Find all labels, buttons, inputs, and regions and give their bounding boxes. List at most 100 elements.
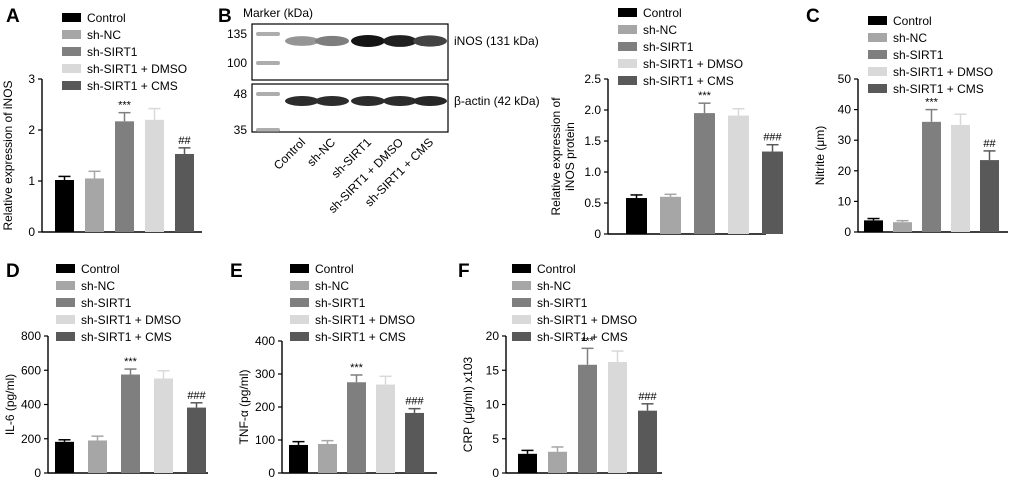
legend-label-E-1: sh-NC xyxy=(315,279,349,293)
y-axis-title-B-0: Relative expression of xyxy=(549,97,563,216)
legend-label-F-1: sh-NC xyxy=(537,279,571,293)
blot-ladder-band-bottom-1 xyxy=(256,128,280,132)
blot-band-label-bottom: β-actin (42 kDa) xyxy=(454,94,540,108)
panel-letter-E: E xyxy=(230,261,243,282)
y-tick-label-F-2: 10 xyxy=(486,398,500,412)
legend-swatch-D-1 xyxy=(56,281,75,290)
significance-D-4: ### xyxy=(187,390,206,402)
legend-swatch-F-3 xyxy=(512,315,531,324)
bar-C-4 xyxy=(980,160,999,232)
bar-D-4 xyxy=(187,407,206,473)
y-tick-label-A-0: 0 xyxy=(28,225,35,239)
legend-label-B-0: Control xyxy=(643,6,682,20)
blot-marker-bottom-0: 48 xyxy=(234,87,248,101)
significance-B-4: ### xyxy=(763,132,782,144)
legend-swatch-D-2 xyxy=(56,298,75,307)
panel-letter-F: F xyxy=(458,261,470,282)
bar-C-0 xyxy=(864,220,883,232)
legend-label-F-0: Control xyxy=(537,262,576,276)
y-tick-label-B-3: 1.5 xyxy=(584,134,601,148)
bar-A-4 xyxy=(175,153,194,232)
legend-swatch-A-3 xyxy=(62,64,81,73)
bar-E-0 xyxy=(289,444,308,473)
legend-label-C-1: sh-NC xyxy=(893,31,927,45)
y-tick-label-A-2: 2 xyxy=(28,123,35,137)
blot-band-top-3 xyxy=(383,35,417,47)
blot-band-label-top: iNOS (131 kDa) xyxy=(454,34,539,48)
legend-swatch-D-3 xyxy=(56,315,75,324)
legend-label-B-4: sh-SIRT1 + CMS xyxy=(643,74,734,88)
legend-label-B-3: sh-SIRT1 + DMSO xyxy=(643,57,743,71)
significance-F-2: *** xyxy=(581,335,595,347)
y-tick-label-F-4: 20 xyxy=(486,329,500,343)
legend-swatch-A-4 xyxy=(62,81,81,90)
bar-D-0 xyxy=(55,441,74,473)
legend-label-E-4: sh-SIRT1 + CMS xyxy=(315,330,406,344)
y-tick-label-D-0: 0 xyxy=(34,466,41,480)
bar-B-0 xyxy=(626,198,647,234)
y-axis-title-E: TNF-α (pg/ml) xyxy=(237,370,251,445)
y-tick-label-E-1: 100 xyxy=(255,433,275,447)
legend-label-A-4: sh-SIRT1 + CMS xyxy=(87,79,178,93)
bar-A-3 xyxy=(145,119,164,232)
significance-D-2: *** xyxy=(124,356,138,368)
bar-C-3 xyxy=(951,124,970,232)
blot-frame-bottom xyxy=(251,83,449,133)
y-tick-label-E-4: 400 xyxy=(255,334,275,348)
legend-swatch-E-1 xyxy=(290,281,309,290)
legend-swatch-D-0 xyxy=(56,264,75,273)
y-axis-title-D: IL-6 (pg/ml) xyxy=(3,374,17,435)
significance-E-4: ### xyxy=(405,396,424,408)
bar-E-2 xyxy=(347,382,366,473)
panel-letter-B: B xyxy=(218,6,232,27)
blot-band-bottom-3 xyxy=(383,96,417,106)
y-tick-label-E-0: 0 xyxy=(268,466,275,480)
y-tick-label-C-0: 0 xyxy=(844,225,851,239)
blot-band-bottom-2 xyxy=(351,96,385,106)
legend-label-A-3: sh-SIRT1 + DMSO xyxy=(87,62,187,76)
legend-swatch-C-2 xyxy=(868,50,887,59)
legend-label-A-0: Control xyxy=(87,11,126,25)
legend-label-A-2: sh-SIRT1 xyxy=(87,45,138,59)
y-tick-label-E-3: 300 xyxy=(255,367,275,381)
y-tick-label-B-1: 0.5 xyxy=(584,196,601,210)
legend-swatch-B-4 xyxy=(618,76,637,85)
y-tick-label-B-5: 2.5 xyxy=(584,72,601,86)
significance-A-4: ## xyxy=(178,135,191,147)
legend-swatch-C-0 xyxy=(868,16,887,25)
blot-ladder-band-top-1 xyxy=(256,61,280,65)
legend-label-E-0: Control xyxy=(315,262,354,276)
legend-label-B-1: sh-NC xyxy=(643,23,677,37)
legend-swatch-A-1 xyxy=(62,30,81,39)
y-tick-label-B-2: 1.0 xyxy=(584,165,601,179)
y-tick-label-D-1: 200 xyxy=(21,432,41,446)
blot-ladder-band-top-0 xyxy=(256,32,280,36)
bar-F-1 xyxy=(548,451,567,473)
significance-C-4: ## xyxy=(983,138,996,150)
legend-label-C-4: sh-SIRT1 + CMS xyxy=(893,82,984,96)
blot-marker-label: Marker (kDa) xyxy=(243,6,313,20)
legend-label-D-1: sh-NC xyxy=(81,279,115,293)
legend-swatch-A-0 xyxy=(62,13,81,22)
legend-swatch-D-4 xyxy=(56,332,75,341)
y-tick-label-B-4: 2.0 xyxy=(584,103,601,117)
bar-D-3 xyxy=(154,378,173,473)
legend-label-D-2: sh-SIRT1 xyxy=(81,296,132,310)
legend-swatch-E-2 xyxy=(290,298,309,307)
blot-band-top-2 xyxy=(351,35,385,47)
bar-C-1 xyxy=(893,222,912,232)
legend-swatch-B-3 xyxy=(618,59,637,68)
y-axis-title-B-1: iNOS protein xyxy=(563,122,577,191)
legend-swatch-F-4 xyxy=(512,332,531,341)
bar-E-4 xyxy=(405,412,424,473)
bar-F-2 xyxy=(578,364,597,473)
y-tick-label-C-5: 50 xyxy=(838,72,852,86)
blot-marker-top-1: 100 xyxy=(227,56,247,70)
legend-label-E-2: sh-SIRT1 xyxy=(315,296,366,310)
bar-A-2 xyxy=(115,121,134,232)
y-tick-label-C-3: 30 xyxy=(838,133,852,147)
blot-frame-top xyxy=(251,23,449,81)
y-tick-label-E-2: 200 xyxy=(255,400,275,414)
legend-swatch-E-4 xyxy=(290,332,309,341)
